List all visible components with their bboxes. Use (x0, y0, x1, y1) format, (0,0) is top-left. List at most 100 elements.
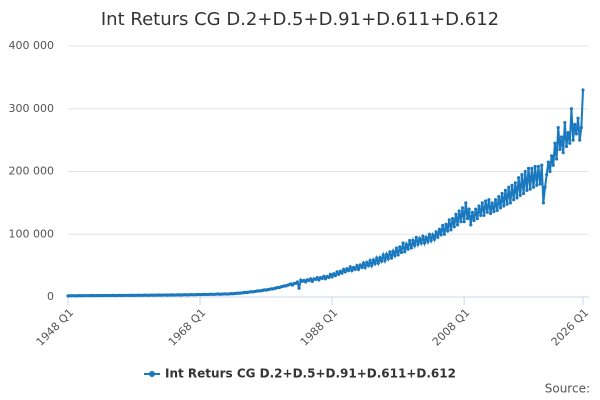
point (498, 206, 503, 210)
point (541, 201, 545, 205)
point (437, 227, 441, 231)
point (540, 163, 544, 167)
point (442, 232, 446, 236)
point (353, 267, 357, 271)
point (492, 210, 496, 214)
point (386, 257, 390, 261)
point (546, 160, 550, 164)
point (384, 252, 389, 256)
point (520, 173, 524, 177)
point (535, 183, 539, 187)
point (545, 173, 549, 177)
point (576, 116, 580, 120)
point (401, 241, 405, 245)
point (490, 201, 494, 205)
point (335, 270, 339, 274)
point (419, 241, 423, 245)
point (457, 209, 461, 213)
point (518, 193, 522, 197)
point (380, 259, 384, 263)
point (454, 212, 458, 216)
point (581, 88, 585, 92)
point (556, 125, 560, 130)
point (512, 198, 516, 202)
point (432, 237, 437, 241)
point (495, 208, 499, 213)
point (356, 267, 361, 271)
point (342, 267, 346, 271)
point (507, 185, 511, 189)
point (323, 277, 328, 281)
point (429, 238, 433, 243)
point (543, 185, 547, 189)
point (394, 246, 399, 250)
point (389, 256, 394, 260)
point (488, 211, 493, 216)
point (363, 265, 367, 270)
point (526, 166, 531, 170)
point (536, 164, 541, 169)
x-tick-label: 2026 Q1 (549, 306, 592, 349)
point (391, 249, 395, 253)
point (422, 241, 427, 245)
point (446, 229, 450, 233)
point (383, 259, 387, 263)
x-tick-label: 1988 Q1 (298, 306, 341, 349)
point (579, 125, 583, 130)
point (479, 213, 483, 218)
y-tick-label: 400 000 (9, 39, 55, 52)
point (434, 230, 438, 234)
point (348, 265, 352, 269)
point (561, 151, 565, 155)
point (503, 188, 508, 192)
point (447, 218, 451, 222)
point (559, 135, 564, 139)
y-tick-label: 300 000 (9, 102, 55, 115)
point (469, 223, 473, 227)
point (404, 242, 408, 246)
point (373, 262, 377, 266)
point (573, 122, 577, 127)
point (508, 201, 512, 205)
point (460, 206, 465, 210)
point (474, 207, 478, 211)
point (502, 204, 506, 208)
point (465, 216, 470, 221)
point (370, 264, 374, 268)
legend-label: Int Returs CG D.2+D.5+D.91+D.611+D.612 (165, 367, 456, 381)
point (427, 232, 432, 236)
point (408, 238, 412, 243)
point (309, 277, 313, 281)
point (553, 141, 557, 145)
point (477, 204, 481, 208)
point (505, 202, 509, 206)
point (361, 261, 366, 265)
point (358, 263, 362, 267)
point (409, 246, 413, 250)
point (455, 223, 460, 227)
point (368, 259, 372, 263)
point (574, 132, 578, 136)
point (355, 264, 359, 268)
point (375, 256, 379, 260)
point (538, 182, 542, 186)
point (464, 201, 468, 205)
point (521, 191, 526, 196)
point (482, 213, 486, 218)
point (403, 250, 407, 254)
point (551, 163, 555, 167)
point (554, 157, 559, 161)
point (398, 245, 402, 249)
point (406, 247, 410, 251)
point (525, 188, 529, 192)
point (558, 147, 562, 152)
point (426, 240, 430, 244)
point (393, 253, 397, 258)
point (470, 210, 475, 214)
point (530, 166, 534, 170)
point (376, 261, 380, 265)
point (424, 235, 428, 239)
point (328, 272, 333, 277)
point (449, 228, 453, 232)
point (444, 222, 448, 226)
